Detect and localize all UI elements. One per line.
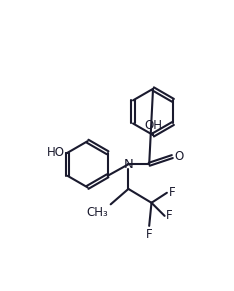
Text: F: F <box>146 228 153 241</box>
Text: F: F <box>166 209 173 222</box>
Text: HO: HO <box>47 146 65 159</box>
Text: N: N <box>124 158 133 171</box>
Text: CH₃: CH₃ <box>87 206 108 219</box>
Text: OH: OH <box>144 119 162 132</box>
Text: O: O <box>175 150 184 163</box>
Text: F: F <box>168 186 175 199</box>
